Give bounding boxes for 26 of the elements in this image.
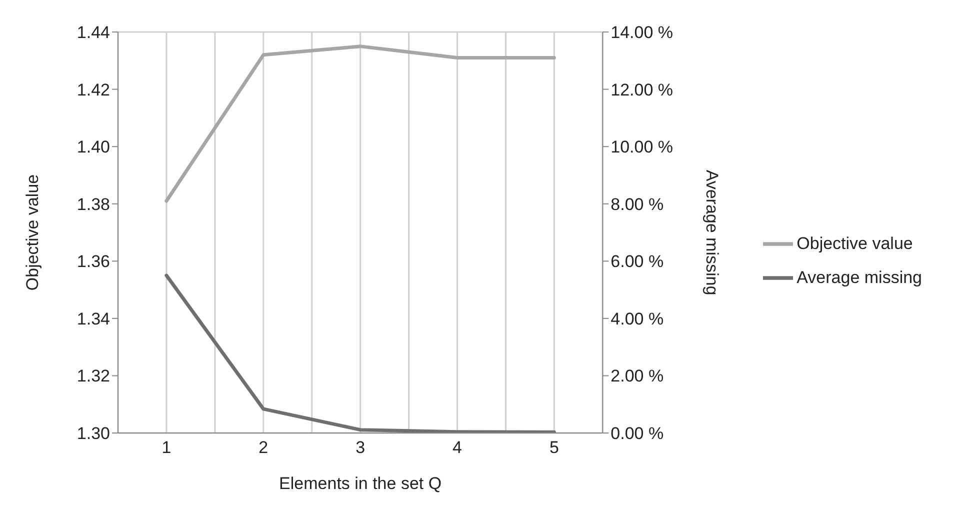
y-tick-label: 1.38 [76, 194, 110, 214]
y2-tick-label: 0.00 % [610, 424, 664, 444]
y2-tick-label: 10.00 % [610, 138, 674, 157]
y2-tick-label: 6.00 % [610, 252, 664, 272]
y-tick-label: 1.34 [76, 309, 110, 328]
y2-tick-label: 4.00 % [610, 309, 664, 328]
x-tick-label: 1 [162, 438, 172, 458]
x-tick-label: 2 [258, 438, 268, 458]
y2-tick-label: 12.00 % [610, 80, 674, 100]
y-axis-title: Objective value [23, 174, 42, 291]
x-tick-label: 3 [356, 438, 366, 458]
y-tick-label: 1.30 [76, 424, 110, 444]
y2-axis-title: Average missing [702, 170, 722, 296]
x-axis-title: Elements in the set Q [279, 474, 442, 493]
y-tick-label: 1.42 [76, 80, 110, 100]
y2-tick-label: 14.00 % [610, 23, 674, 42]
y-tick-label: 1.32 [76, 366, 110, 386]
y-tick-label: 1.36 [76, 252, 110, 272]
x-tick-label: 4 [452, 438, 462, 458]
y-tick-label: 1.40 [76, 138, 110, 157]
legend-label: Objective value [796, 234, 913, 252]
y-tick-label: 1.44 [76, 23, 110, 42]
y2-tick-label: 2.00 % [610, 366, 664, 386]
x-tick-label: 5 [549, 438, 559, 458]
legend-label: Average missing [796, 268, 922, 286]
y2-tick-label: 8.00 % [610, 194, 664, 214]
